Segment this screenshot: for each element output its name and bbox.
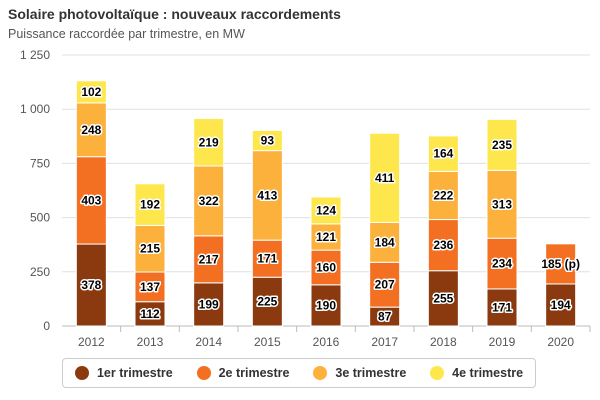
bar-2019-s3 — [486, 169, 518, 239]
bar-2016-s1 — [310, 284, 342, 327]
x-tick-label: 2019 — [489, 335, 516, 349]
x-tick-label: 2012 — [78, 335, 105, 349]
bar-2016-s4 — [310, 196, 342, 225]
data-label-2016-s3: 121 — [316, 230, 336, 244]
y-tick-label: 1 000 — [20, 102, 50, 116]
data-label-2019-s2: 234 — [492, 257, 512, 271]
data-label-2014-s1: 199 — [199, 297, 219, 311]
legend-marker-icon — [313, 366, 328, 380]
data-label-2015-s3: 413 — [257, 188, 277, 202]
x-tick-label: 2015 — [254, 335, 281, 349]
bar-2020-s2 — [545, 243, 577, 285]
bar-2017-s2 — [369, 261, 401, 308]
data-label-2014-s4: 219 — [199, 135, 219, 149]
data-label-2020-s1: 194 — [551, 298, 571, 312]
bar-2019-s4 — [486, 118, 518, 171]
data-label-2014-s2: 217 — [199, 252, 219, 266]
data-label-2016-s1: 190 — [316, 298, 336, 312]
x-tick-label: 2016 — [313, 335, 340, 349]
y-tick-label: 1 250 — [20, 48, 50, 62]
data-label-2012-s2: 403 — [81, 193, 101, 207]
data-label-2013-s3: 215 — [140, 242, 160, 256]
data-label-2013-s2: 137 — [140, 280, 160, 294]
legend-label: 2e trimestre — [218, 366, 290, 380]
legend-item-2[interactable]: 2e trimestre — [196, 366, 290, 380]
data-label-2017-s2: 207 — [375, 278, 395, 292]
bar-2012-s1 — [75, 243, 107, 327]
bar-2018-s4 — [427, 135, 459, 172]
data-label-2017-s4: 411 — [375, 171, 395, 185]
x-tick-label: 2018 — [430, 335, 457, 349]
legend-label: 4e trimestre — [452, 366, 524, 380]
legend-item-4[interactable]: 4e trimestre — [430, 366, 523, 380]
bar-2018-s1 — [427, 270, 459, 327]
data-label-2013-s4: 192 — [140, 198, 160, 212]
legend-label: 3e trimestre — [335, 366, 407, 380]
data-label-2020-s2: 185 (p) — [541, 257, 580, 271]
data-label-2018-s1: 255 — [433, 291, 453, 305]
x-tick-label: 2017 — [371, 335, 398, 349]
data-label-2016-s4: 124 — [316, 203, 336, 217]
x-tick-label: 2020 — [547, 335, 574, 349]
chart-subtitle: Puissance raccordée par trimestre, en MW — [8, 27, 245, 41]
data-label-2018-s4: 164 — [433, 147, 453, 161]
bars — [75, 80, 577, 327]
data-label-2019-s3: 313 — [492, 197, 512, 211]
bar-2018-s3 — [427, 170, 459, 221]
bar-2014-s1 — [193, 282, 225, 327]
data-label-2012-s4: 102 — [81, 85, 101, 99]
data-label-2016-s2: 160 — [316, 260, 336, 274]
bar-2013-s4 — [134, 183, 166, 226]
data-label-2017-s3: 184 — [375, 235, 395, 249]
bar-2012-s4 — [75, 80, 107, 104]
bar-2015-s1 — [251, 276, 283, 327]
data-label-2012-s3: 248 — [81, 123, 101, 137]
legend-marker-icon — [74, 366, 89, 380]
data-label-2013-s1: 112 — [140, 307, 160, 321]
bar-2017-s4 — [369, 132, 401, 223]
data-labels: 378 403 248 102 112 137 215 192 199 217 322 219 225 1… — [80, 83, 582, 325]
x-tick-label: 2014 — [195, 335, 222, 349]
y-axis-ticks: 0 250 500 750 1 000 1 250 — [20, 48, 50, 333]
y-tick-label: 500 — [30, 211, 50, 225]
bar-2016-s3 — [310, 223, 342, 251]
legend-label: 1er trimestre — [96, 366, 173, 380]
bar-2015-s4 — [251, 129, 283, 152]
data-label-2012-s1: 378 — [81, 278, 101, 292]
data-label-2018-s3: 222 — [433, 188, 453, 202]
data-label-2017-s1: 87 — [378, 310, 392, 324]
y-tick-label: 0 — [43, 319, 50, 333]
legend-marker-icon — [430, 366, 445, 380]
data-label-2015-s1: 225 — [257, 295, 277, 309]
bar-2013-s1 — [134, 301, 166, 327]
bar-2014-s4 — [193, 118, 225, 167]
data-label-2014-s3: 322 — [199, 194, 219, 208]
bar-2019-s2 — [486, 237, 518, 290]
bar-2019-s1 — [486, 288, 518, 327]
data-label-2015-s4: 93 — [261, 134, 275, 148]
bar-2018-s2 — [427, 219, 459, 272]
legend-item-3[interactable]: 3e trimestre — [313, 366, 406, 380]
bar-2014-s3 — [193, 165, 225, 237]
chart-title: Solaire photovoltaïque : nouveaux raccor… — [8, 6, 341, 22]
legend-marker-icon — [196, 366, 211, 380]
x-tick-label: 2013 — [137, 335, 164, 349]
x-axis-ticks: 2012 2013 2014 2015 2016 2017 2018 2019 2020 — [78, 326, 591, 349]
bar-2014-s2 — [193, 235, 225, 284]
legend: 1er trimestre 2e trimestre 3e trimestre 4e … — [62, 358, 536, 388]
legend-item-1[interactable]: 1er trimestre — [74, 366, 173, 380]
y-tick-label: 250 — [30, 265, 50, 279]
y-tick-label: 750 — [30, 156, 50, 170]
data-label-2018-s2: 236 — [433, 238, 453, 252]
data-label-2019-s1: 171 — [492, 300, 512, 314]
data-label-2019-s4: 235 — [492, 138, 512, 152]
data-label-2015-s2: 171 — [257, 252, 277, 266]
